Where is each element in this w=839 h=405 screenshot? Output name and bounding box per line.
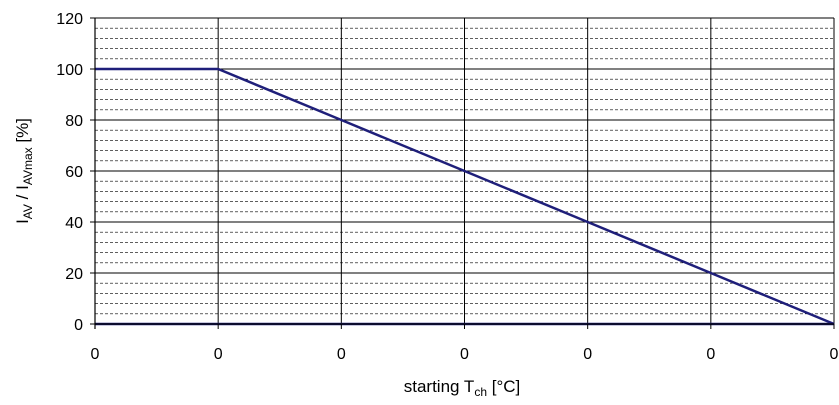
y-tick-label: 40 [65,215,83,232]
grid [94,17,835,325]
y-tick-label: 100 [56,62,83,79]
x-axis-title: starting Tch [°C] [404,377,521,399]
y-tick-label: 60 [65,164,83,181]
y-tick-label: 20 [65,266,83,283]
y-axis-title: IAV / IAVmax [%] [13,118,35,224]
y-tick-label: 0 [74,317,83,334]
x-tick-label: 0 [214,346,223,363]
axes [90,17,835,329]
x-tick-label: 0 [337,346,346,363]
x-tick-label: 0 [583,346,592,363]
x-tick-label: 0 [830,346,839,363]
x-tick-label: 0 [460,346,469,363]
series-line-1 [95,67,835,326]
x-tick-label: 0 [91,346,100,363]
y-tick-label: 120 [56,11,83,28]
x-tick-label: 0 [706,346,715,363]
y-tick-label: 80 [65,113,83,130]
